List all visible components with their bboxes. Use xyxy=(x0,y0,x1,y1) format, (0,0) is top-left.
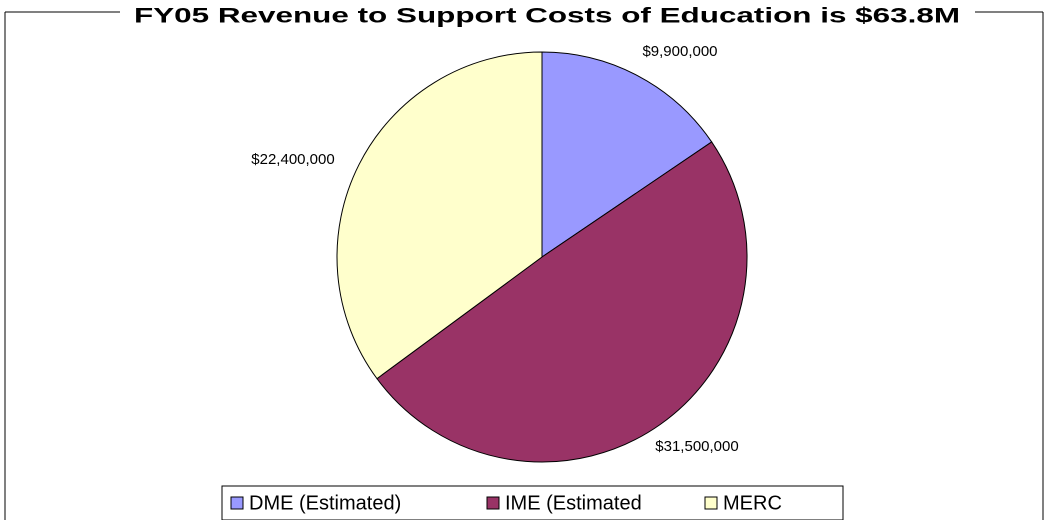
legend-swatch xyxy=(704,496,718,510)
pie-slice xyxy=(336,51,543,380)
legend-label: MERC xyxy=(723,492,782,514)
legend-label: DME (Estimated) xyxy=(249,492,401,514)
value-label: $22,400,000 xyxy=(251,151,334,168)
value-label: $9,900,000 xyxy=(642,43,717,60)
value-label: $31,500,000 xyxy=(655,438,738,455)
legend xyxy=(221,485,844,520)
chart-title: FY05 Revenue to Support Costs of Educati… xyxy=(134,5,960,28)
legend-label: IME (Estimated xyxy=(505,492,642,514)
legend-swatch xyxy=(486,496,500,510)
legend-swatch xyxy=(230,496,244,510)
pie-slice xyxy=(541,51,713,258)
pie-slice xyxy=(376,141,748,463)
